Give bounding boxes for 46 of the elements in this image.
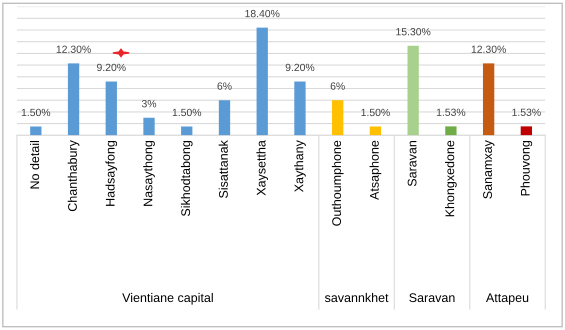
bar <box>256 28 268 136</box>
data-label: 15.30% <box>396 28 430 36</box>
data-label: 1.53% <box>512 108 541 116</box>
data-label: 6% <box>217 82 232 90</box>
text: Saravan <box>409 293 454 302</box>
x-tick-label: Khongxedone <box>445 140 457 216</box>
text: savannkhet <box>324 292 388 302</box>
bar <box>143 118 155 136</box>
bar <box>30 126 42 136</box>
bar <box>482 63 494 136</box>
bar <box>181 126 192 136</box>
text: Attapeu <box>486 293 528 305</box>
bar <box>370 126 382 136</box>
data-label: 1.50% <box>172 108 202 116</box>
x-tick-label: Sikhodtabong <box>180 140 193 216</box>
bar <box>407 46 419 136</box>
x-tick-label: Chanthabury <box>68 140 80 212</box>
bar <box>106 81 117 136</box>
x-tick-label: Xaythany <box>294 140 306 192</box>
bar <box>218 100 230 136</box>
bar <box>520 126 532 136</box>
data-label: 1.53% <box>436 108 466 116</box>
data-label: 12.30% <box>472 46 506 53</box>
bar <box>445 126 457 136</box>
data-label: 6% <box>330 82 345 90</box>
x-tick-label: No detail <box>30 140 40 188</box>
x-tick-label: Outhoumphone <box>332 140 344 226</box>
bar <box>332 100 344 136</box>
x-tick-label: Atsaphone <box>370 140 382 200</box>
data-label: 18.40% <box>245 10 280 18</box>
x-tick-label: Sisattanak <box>218 140 228 198</box>
x-tick-label: Nasaythong <box>143 140 155 206</box>
data-label: 1.50% <box>361 108 390 116</box>
bar <box>68 63 80 136</box>
data-label: 1.50% <box>22 108 50 116</box>
data-label: 9.20% <box>97 64 126 72</box>
x-tick-label: Phouvong <box>520 140 532 196</box>
x-tick-label: Hadsayfong <box>105 140 118 206</box>
data-label: 9.20% <box>286 64 314 72</box>
x-tick-label: Saravan <box>408 140 417 186</box>
data-label: 3% <box>142 100 156 108</box>
x-tick-label: Sanamxay <box>483 140 494 199</box>
bar <box>294 81 306 136</box>
x-tick-label: Xaysettha <box>256 140 268 196</box>
text: Vientiane capital <box>122 292 213 305</box>
data-label: 12.30% <box>56 46 91 53</box>
